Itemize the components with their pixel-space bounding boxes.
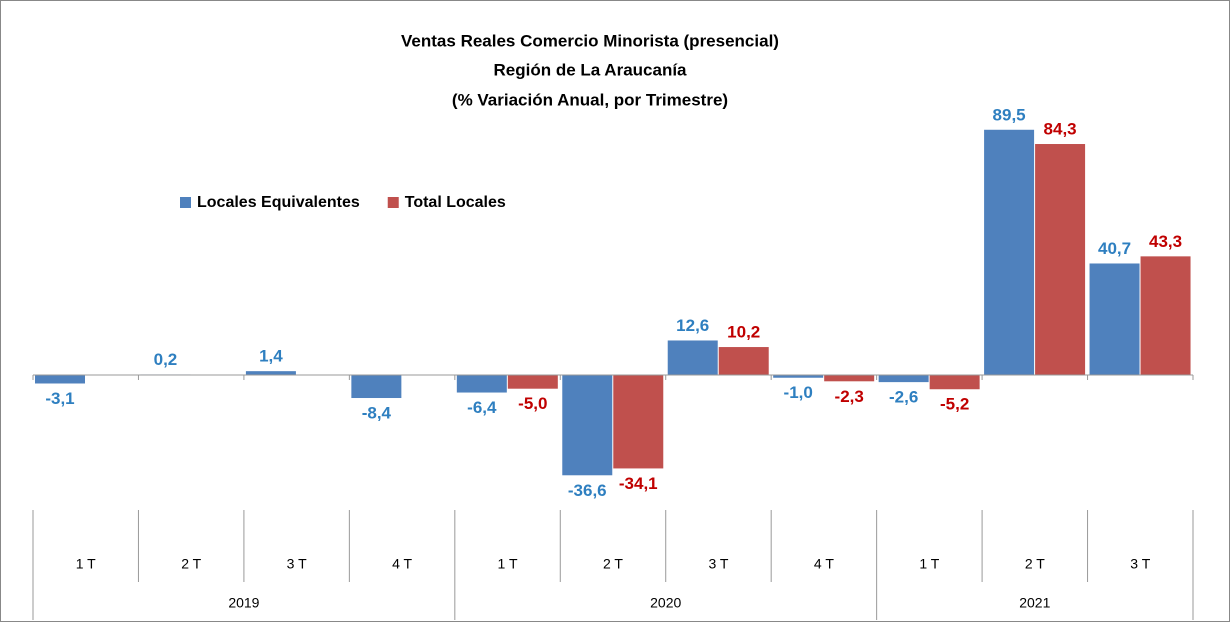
bar [824, 375, 875, 382]
bar [1089, 263, 1140, 375]
bar [929, 375, 980, 390]
bar [613, 375, 664, 469]
legend-label: Locales Equivalentes [197, 194, 360, 211]
x-tick-label: 2 T [603, 556, 623, 572]
data-label: -8,4 [362, 404, 392, 423]
data-label: 43,3 [1149, 232, 1182, 251]
data-label: -2,6 [889, 388, 918, 407]
legend-swatch [387, 197, 399, 208]
x-tick-label: 1 T [498, 556, 518, 572]
data-label: -1,0 [784, 383, 813, 402]
bar [456, 375, 507, 393]
chart-title: (% Variación Anual, por Trimestre) [452, 90, 728, 109]
data-label: -36,6 [568, 481, 607, 500]
data-label: 0,2 [154, 350, 178, 369]
bar [718, 347, 769, 375]
data-label: 84,3 [1044, 120, 1077, 139]
data-label: 40,7 [1098, 239, 1131, 258]
x-tick-label: 3 T [287, 556, 307, 572]
x-tick-label: 4 T [392, 556, 412, 572]
data-label: -34,1 [619, 474, 658, 493]
x-tick-label: 4 T [814, 556, 834, 572]
bar [351, 375, 402, 399]
x-tick-label: 3 T [1130, 556, 1150, 572]
data-label: 1,4 [259, 347, 283, 366]
x-tick-label: 1 T [76, 556, 96, 572]
bar [562, 375, 613, 476]
legend-swatch [180, 197, 191, 208]
group-label: 2021 [1019, 595, 1050, 611]
data-label: -5,0 [518, 394, 547, 413]
group-label: 2019 [228, 595, 259, 611]
chart-title: Región de La Araucanía [493, 60, 687, 79]
x-tick-label: 3 T [708, 556, 728, 572]
bar [667, 340, 718, 375]
bar [1140, 256, 1191, 375]
bar [35, 375, 85, 384]
data-label: 10,2 [727, 323, 760, 342]
x-tick-label: 2 T [1025, 556, 1045, 572]
data-label: -6,4 [467, 398, 497, 417]
data-label: -5,2 [940, 395, 969, 414]
bar [507, 375, 558, 389]
bar [773, 375, 824, 378]
chart-title: Ventas Reales Comercio Minorista (presen… [401, 31, 779, 50]
bar [1035, 144, 1086, 375]
bar [245, 371, 296, 375]
data-label: -3,1 [45, 389, 74, 408]
bar [984, 129, 1035, 375]
legend-label: Total Locales [405, 194, 506, 211]
data-label: 89,5 [993, 105, 1026, 124]
bar [878, 375, 929, 383]
x-tick-label: 2 T [181, 556, 201, 572]
data-label: -2,3 [835, 387, 864, 406]
x-tick-label: 1 T [919, 556, 939, 572]
data-label: 12,6 [676, 316, 709, 335]
group-label: 2020 [650, 595, 681, 611]
